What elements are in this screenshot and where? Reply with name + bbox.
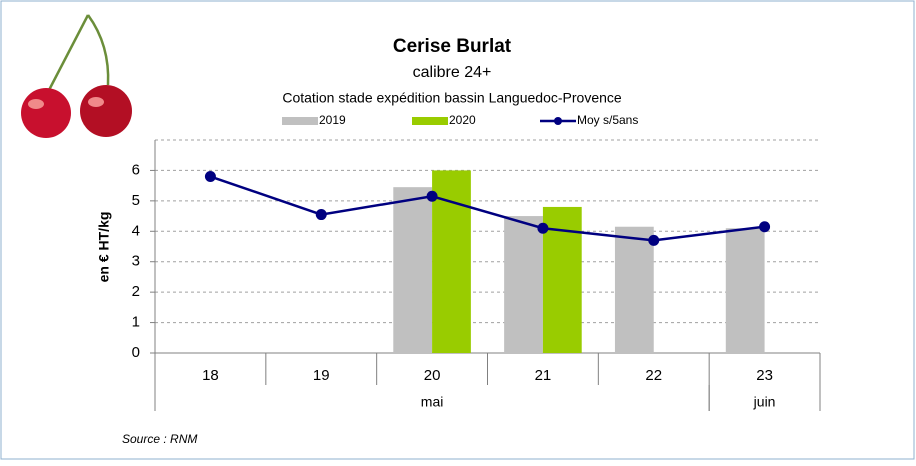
y-tick-label: 6 xyxy=(132,161,140,178)
x-tick-label: 20 xyxy=(424,367,441,384)
x-tick-label: 19 xyxy=(313,367,330,384)
source: Source : RNM xyxy=(122,432,197,446)
y-tick-label: 1 xyxy=(132,314,140,331)
chart-title: Cerise Burlat xyxy=(393,36,512,57)
x-tick-label: 23 xyxy=(756,367,773,384)
legend-label: 2020 xyxy=(449,113,476,127)
legend-label: Moy s/5ans xyxy=(577,113,638,127)
bar xyxy=(504,216,543,353)
y-axis-label: en € HT/kg xyxy=(96,212,112,283)
line-point xyxy=(315,209,327,221)
cherries-icon xyxy=(21,14,132,138)
bar xyxy=(614,226,654,353)
legend-label: 2019 xyxy=(319,113,346,127)
y-tick-label: 4 xyxy=(132,222,140,239)
line-point xyxy=(204,171,216,183)
line xyxy=(210,175,765,242)
y-tick-label: 2 xyxy=(132,283,140,300)
legend-swatch xyxy=(282,117,318,125)
line-point xyxy=(759,221,771,233)
line-point xyxy=(537,222,549,234)
legend-swatch xyxy=(412,117,448,125)
line-point xyxy=(426,190,438,202)
x-tick-label: 21 xyxy=(535,367,552,384)
y-tick-label: 0 xyxy=(132,344,140,361)
x-tick-label: 22 xyxy=(645,367,662,384)
bar xyxy=(393,187,433,353)
chart-subtitle: calibre 24+ xyxy=(413,64,492,81)
legend-swatch xyxy=(554,117,562,125)
line-point xyxy=(648,234,660,246)
x-tick-label: 18 xyxy=(202,367,219,384)
chart-description: Cotation stade expédition bassin Langued… xyxy=(282,90,622,106)
group-label: mai xyxy=(421,394,444,410)
y-tick-label: 5 xyxy=(132,192,140,209)
y-tick-label: 3 xyxy=(132,253,140,270)
bar xyxy=(725,228,765,353)
group-label: juin xyxy=(753,394,776,410)
